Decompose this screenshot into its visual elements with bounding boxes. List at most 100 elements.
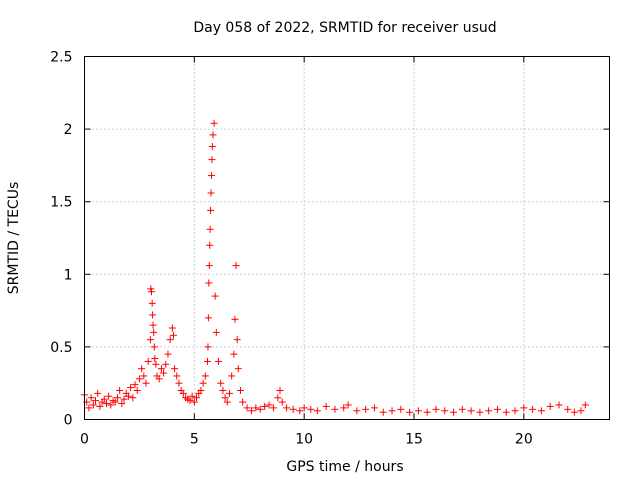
data-point xyxy=(289,405,297,413)
data-point xyxy=(209,131,217,139)
data-point xyxy=(537,407,545,415)
data-point xyxy=(199,379,207,387)
data-point xyxy=(511,407,519,415)
data-point xyxy=(175,379,183,387)
data-point xyxy=(149,321,157,329)
data-point xyxy=(166,336,174,344)
y-tick-label: 2 xyxy=(64,122,73,138)
data-point xyxy=(225,389,233,397)
data-point xyxy=(214,357,222,365)
data-point xyxy=(149,311,157,319)
x-tick-label: 0 xyxy=(80,432,89,448)
data-point xyxy=(529,405,537,413)
data-point xyxy=(133,386,141,394)
data-point xyxy=(283,404,291,412)
data-point xyxy=(206,225,214,233)
data-point xyxy=(564,405,572,413)
data-point xyxy=(207,189,215,197)
y-tick-label: 0.5 xyxy=(50,340,72,356)
data-point xyxy=(197,386,205,394)
data-point xyxy=(423,408,431,416)
data-point xyxy=(160,369,168,377)
data-point xyxy=(150,328,158,336)
data-point xyxy=(370,404,378,412)
data-point xyxy=(146,336,154,344)
data-point xyxy=(223,398,231,406)
data-point xyxy=(233,336,241,344)
data-point xyxy=(206,241,214,249)
data-point xyxy=(207,206,215,214)
data-point xyxy=(188,392,196,400)
y-tick-label: 1.5 xyxy=(50,195,72,211)
data-point xyxy=(493,405,501,413)
data-point xyxy=(261,402,269,410)
data-point xyxy=(379,408,387,416)
data-point xyxy=(353,407,361,415)
data-point xyxy=(243,404,251,412)
data-point xyxy=(207,172,215,180)
data-point xyxy=(147,285,155,293)
data-point xyxy=(212,328,220,336)
data-point xyxy=(164,350,172,358)
data-point xyxy=(91,397,99,405)
data-point xyxy=(211,292,219,300)
data-point xyxy=(208,156,216,164)
x-axis-label: GPS time / hours xyxy=(286,459,403,475)
data-point xyxy=(485,407,493,415)
data-point xyxy=(476,408,484,416)
data-point xyxy=(555,401,563,409)
data-point xyxy=(276,386,284,394)
data-point xyxy=(96,402,104,410)
data-point xyxy=(228,372,236,380)
data-point xyxy=(236,386,244,394)
data-point xyxy=(205,262,213,270)
data-point xyxy=(577,407,585,415)
data-point xyxy=(232,262,240,270)
data-point xyxy=(190,398,198,406)
data-point xyxy=(205,279,213,287)
data-point xyxy=(278,398,286,406)
data-point xyxy=(230,350,238,358)
data-point xyxy=(450,408,458,416)
data-point xyxy=(144,357,152,365)
data-point xyxy=(414,407,422,415)
data-point xyxy=(102,400,110,408)
data-point xyxy=(406,408,414,416)
data-point xyxy=(204,314,212,322)
data-point xyxy=(502,408,510,416)
data-point xyxy=(173,372,181,380)
x-tick-labels: 0 5 10 15 20 xyxy=(80,432,533,448)
data-point xyxy=(193,394,201,402)
data-point xyxy=(151,355,159,363)
data-point xyxy=(210,119,218,127)
x-tick-label: 20 xyxy=(515,432,533,448)
data-point xyxy=(85,404,93,412)
data-point xyxy=(87,394,95,402)
data-point xyxy=(570,408,578,416)
data-point xyxy=(313,407,321,415)
data-point xyxy=(307,405,315,413)
data-point xyxy=(581,401,589,409)
data-point xyxy=(274,394,282,402)
data-point xyxy=(458,405,466,413)
data-point xyxy=(204,343,212,351)
data-point xyxy=(155,375,163,383)
data-point xyxy=(124,392,132,400)
x-tick-label: 5 xyxy=(190,432,199,448)
data-point xyxy=(131,381,139,389)
data-point xyxy=(162,360,170,368)
data-point xyxy=(113,394,121,402)
data-point xyxy=(150,343,158,351)
data-point xyxy=(168,324,176,332)
data-point xyxy=(157,365,165,373)
data-point xyxy=(201,372,209,380)
data-point xyxy=(441,407,449,415)
data-point xyxy=(140,372,148,380)
data-point xyxy=(171,365,179,373)
data-point xyxy=(546,402,554,410)
data-points xyxy=(81,119,589,416)
data-point xyxy=(116,386,124,394)
data-point xyxy=(142,379,150,387)
